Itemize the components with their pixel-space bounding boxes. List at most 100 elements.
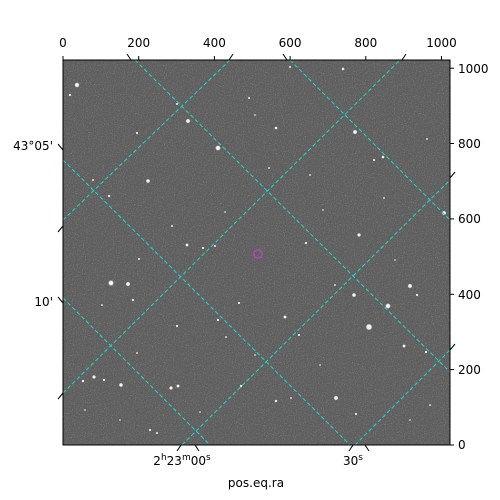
dec-edge-tick (57, 225, 64, 233)
grid-line (181, 179, 450, 445)
ra-edge-tick (348, 444, 354, 452)
grid-line (63, 297, 211, 445)
star (288, 65, 292, 69)
ra-edge-tick (282, 53, 288, 61)
ra-edge-tick (401, 53, 407, 61)
star (199, 411, 201, 413)
right-tick-label: 1000 (458, 62, 489, 76)
star (274, 399, 278, 403)
star (213, 244, 217, 248)
star (385, 303, 391, 309)
grid-line (63, 60, 401, 394)
star (267, 166, 271, 170)
right-tick-label: 200 (458, 363, 481, 377)
right-tick-label: 600 (458, 212, 481, 226)
star (409, 419, 411, 421)
star (170, 224, 174, 228)
dec-label-10: 10' (34, 295, 53, 309)
star (394, 259, 396, 261)
star (108, 280, 114, 286)
star (351, 292, 357, 298)
star (216, 318, 220, 322)
star (333, 283, 337, 287)
star (382, 196, 386, 200)
star (135, 351, 139, 355)
x-axis-title: pos.eq.ra (228, 476, 284, 490)
star (341, 67, 345, 71)
star (74, 82, 80, 88)
star (145, 178, 151, 184)
ra-label-30s: 30s (343, 453, 363, 468)
star (415, 293, 419, 297)
star (148, 428, 152, 432)
star (352, 129, 358, 135)
star (237, 301, 241, 305)
star (119, 419, 121, 421)
ra-30-unit: s (358, 453, 363, 463)
grid-line (63, 159, 351, 445)
dec-label-0305: 43°05' (13, 139, 53, 153)
target-marker (253, 249, 263, 259)
grid-line (289, 60, 450, 221)
star (201, 246, 205, 250)
right-tick-label: 0 (458, 438, 466, 452)
star (175, 102, 179, 106)
ra-edge-tick (228, 53, 234, 61)
ra-minutes: 23 (167, 454, 182, 468)
star (424, 350, 428, 354)
top-pixel-axis: 0 200 400 600 800 1000 (59, 36, 457, 60)
ra-edge-tick (126, 53, 132, 61)
star (365, 323, 373, 331)
star (247, 96, 251, 100)
top-tick-label: 1000 (426, 36, 457, 50)
ra-seconds: 00 (191, 454, 206, 468)
star (254, 114, 256, 116)
ra-label-2h23m00s: 2h23m00s (153, 453, 211, 468)
dec-edge-tick (449, 343, 456, 351)
star (118, 382, 124, 388)
sky-background (63, 60, 450, 445)
ra-minutes-unit: m (182, 453, 191, 463)
star-field (68, 65, 447, 435)
star (102, 378, 106, 382)
sky-image (63, 60, 450, 445)
star (308, 173, 312, 177)
star (402, 344, 406, 348)
star (274, 126, 278, 130)
grid-line (354, 349, 450, 445)
star (125, 281, 131, 287)
star (81, 379, 85, 383)
star (297, 333, 301, 337)
ra-edge-tick (364, 444, 370, 452)
star (215, 145, 221, 151)
ra-seconds-unit: s (206, 453, 211, 463)
ra-edge-tick (176, 444, 182, 452)
star (428, 403, 432, 407)
star (91, 178, 95, 182)
ra-edge-tick (194, 444, 200, 452)
ra-30-value: 30 (343, 454, 358, 468)
star (254, 354, 256, 356)
star (176, 384, 180, 388)
star (283, 315, 287, 319)
star (289, 396, 293, 400)
star (372, 158, 376, 162)
top-tick-label: 400 (203, 36, 226, 50)
star (425, 137, 429, 141)
star (322, 209, 324, 211)
star (224, 335, 228, 339)
star (407, 283, 413, 289)
top-tick-label: 0 (59, 36, 67, 50)
ra-hours: 2 (153, 454, 161, 468)
star (381, 155, 385, 159)
star (107, 194, 111, 198)
dec-edge-tick (57, 296, 64, 304)
right-tick-label: 800 (458, 137, 481, 151)
star (100, 303, 104, 307)
dec-edge-tick (57, 392, 64, 400)
star (185, 118, 191, 124)
plot-frame (62, 59, 451, 446)
star (92, 375, 96, 379)
star (135, 131, 139, 135)
